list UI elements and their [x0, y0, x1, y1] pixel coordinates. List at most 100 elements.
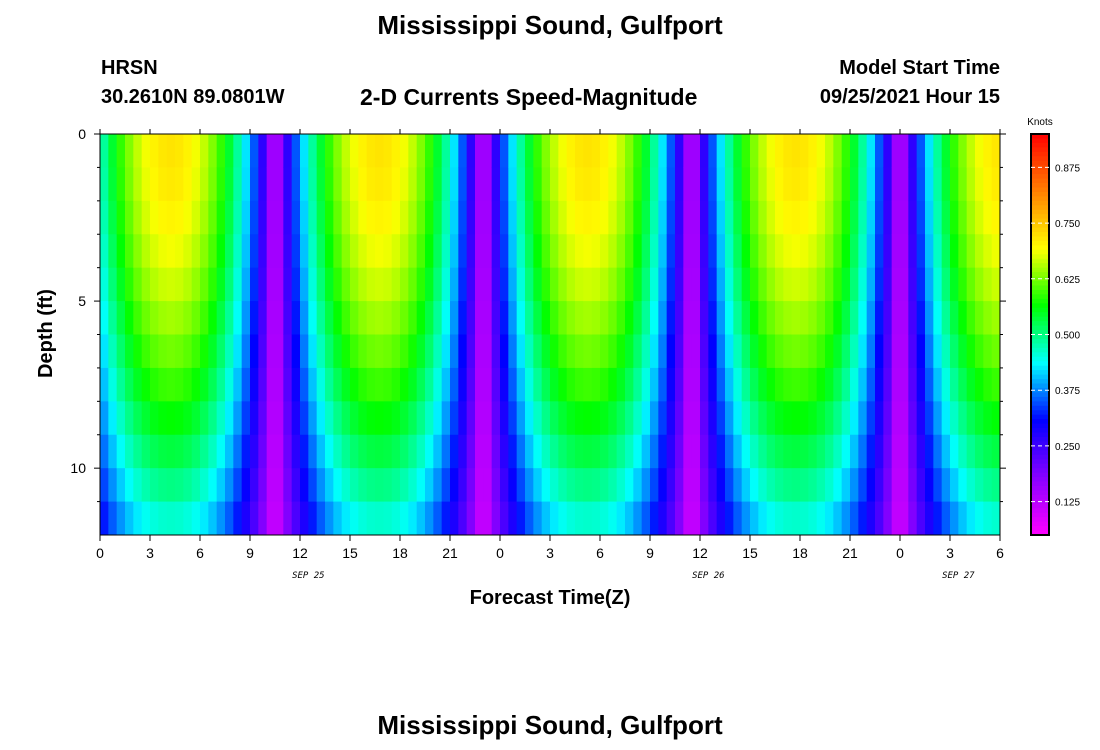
heat-cell: [533, 301, 543, 335]
heat-cell: [191, 468, 201, 502]
heat-cell: [683, 167, 693, 202]
heat-cell: [716, 301, 726, 335]
heat-cell: [533, 401, 543, 436]
heat-cell: [591, 301, 601, 335]
heat-cell: [491, 234, 501, 269]
heat-cell: [341, 301, 351, 335]
heat-cell: [241, 434, 251, 469]
heat-cell: [141, 167, 151, 202]
colorbar-label: 0.125: [1055, 498, 1080, 509]
colorbar-swatch: [1031, 347, 1049, 353]
heat-cell: [975, 234, 984, 269]
heat-cell: [975, 134, 984, 168]
heat-cell: [116, 234, 126, 269]
heat-cell: [658, 401, 668, 436]
heat-cell: [466, 367, 476, 402]
heat-cell: [516, 134, 526, 168]
heat-cell: [316, 134, 326, 168]
heat-cell: [725, 200, 734, 235]
heat-cell: [425, 468, 434, 502]
colorbar-swatch: [1031, 490, 1049, 496]
heat-cell: [775, 401, 784, 436]
heat-cell: [500, 468, 509, 502]
heat-cell: [733, 434, 743, 469]
heat-cell: [558, 267, 568, 302]
heat-cell: [216, 267, 226, 302]
heat-cell: [533, 200, 543, 235]
heat-cell: [291, 367, 301, 402]
heat-cell: [608, 134, 618, 168]
heat-cell: [275, 334, 284, 369]
heat-cell: [708, 234, 718, 269]
heat-cell: [566, 301, 576, 335]
heat-cell: [958, 200, 968, 235]
heat-cell: [866, 468, 876, 502]
heat-cell: [325, 267, 334, 302]
heat-cell: [216, 401, 226, 436]
colorbar-swatch: [1031, 325, 1049, 331]
colorbar-swatch: [1031, 517, 1049, 523]
heat-cell: [633, 301, 643, 335]
heat-cell: [791, 167, 801, 202]
heat-cell: [608, 167, 618, 202]
heat-cell: [925, 167, 934, 202]
heat-cell: [916, 134, 926, 168]
heat-cell: [433, 234, 443, 269]
heat-cell: [508, 334, 518, 369]
heat-cell: [200, 401, 209, 436]
heat-cell: [366, 367, 376, 402]
heat-cell: [600, 134, 609, 168]
heat-cell: [575, 200, 584, 235]
heat-cell: [958, 367, 968, 402]
heat-cell: [316, 367, 326, 402]
heat-cell: [400, 301, 409, 335]
heat-cell: [966, 200, 976, 235]
heat-cell: [208, 434, 218, 469]
heat-cell: [841, 234, 851, 269]
heat-cell: [133, 167, 143, 202]
y-tick-label: 10: [70, 460, 86, 476]
heat-cell: [633, 200, 643, 235]
heat-cell: [300, 501, 309, 536]
heat-cell: [108, 234, 118, 269]
heat-cell: [133, 468, 143, 502]
heat-cell: [800, 267, 809, 302]
heat-cell: [491, 301, 501, 335]
heat-cell: [941, 468, 951, 502]
heat-cell: [508, 200, 518, 235]
heat-cell: [650, 167, 659, 202]
colorbar-swatch: [1031, 289, 1049, 295]
heat-cell: [850, 134, 859, 168]
heat-cell: [558, 200, 568, 235]
heat-cell: [116, 334, 126, 369]
heat-cell: [575, 234, 584, 269]
heat-cell: [208, 367, 218, 402]
colorbar-swatch: [1031, 436, 1049, 443]
heat-cell: [500, 301, 509, 335]
heat-cell: [550, 334, 559, 369]
heat-cell: [366, 401, 376, 436]
heat-cell: [433, 200, 443, 235]
heat-cell: [258, 167, 268, 202]
heat-cell: [483, 501, 493, 536]
heat-cell: [333, 501, 343, 536]
heat-cell: [633, 234, 643, 269]
heat-cell: [183, 468, 193, 502]
heat-cell: [658, 301, 668, 335]
heat-cell: [475, 401, 484, 436]
heat-cell: [141, 468, 151, 502]
heat-cell: [258, 334, 268, 369]
heat-cell: [308, 200, 318, 235]
heat-cell: [208, 134, 218, 168]
heat-cell: [391, 334, 401, 369]
heat-cell: [100, 134, 109, 168]
heat-cell: [216, 334, 226, 369]
heat-cell: [308, 267, 318, 302]
heat-cell: [533, 501, 543, 536]
heat-cell: [341, 468, 351, 502]
heat-cell: [733, 401, 743, 436]
y-tick-label: 0: [78, 126, 86, 142]
heat-cell: [416, 167, 426, 202]
heat-cell: [133, 134, 143, 168]
heat-cell: [691, 468, 701, 502]
